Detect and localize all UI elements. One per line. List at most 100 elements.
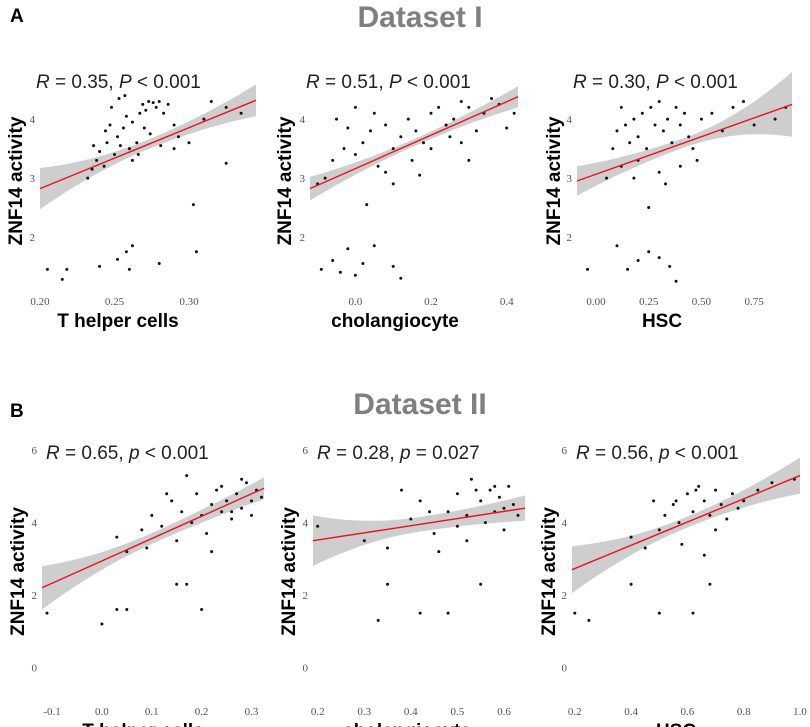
y-tick-label: 2 xyxy=(300,232,306,244)
data-point xyxy=(187,141,191,145)
stat-symbol: R xyxy=(46,443,60,464)
data-point xyxy=(108,123,112,127)
data-point xyxy=(162,111,166,115)
y-axis-label: ZNF14 activity xyxy=(6,116,27,245)
data-point xyxy=(691,510,695,514)
data-point xyxy=(384,170,388,174)
stat-symbol: R xyxy=(306,72,320,93)
data-point xyxy=(657,611,661,615)
data-point xyxy=(151,101,155,105)
data-point xyxy=(661,129,665,133)
data-point xyxy=(467,105,471,109)
correlation-annotation: R = 0.28, p = 0.027 xyxy=(317,443,480,464)
y-tick-label: 4 xyxy=(32,518,38,530)
data-point xyxy=(175,539,179,543)
x-tick-label: 0.0 xyxy=(95,706,109,718)
x-tick-label: 1.0 xyxy=(793,706,807,718)
correlation-annotation: R = 0.56, p < 0.001 xyxy=(576,443,739,464)
x-tick-label: 0.6 xyxy=(497,706,511,718)
data-point xyxy=(649,105,653,109)
y-tick-label: 4 xyxy=(300,114,306,126)
y-tick-label: 0 xyxy=(562,662,568,674)
data-point xyxy=(124,250,128,254)
data-point xyxy=(615,244,619,248)
x-tick-label: 0.4 xyxy=(500,296,514,308)
stat-value: = 0.65, xyxy=(60,443,129,464)
data-point xyxy=(699,117,703,121)
data-point xyxy=(60,277,64,281)
data-point xyxy=(239,111,243,115)
data-point xyxy=(102,164,106,168)
data-point xyxy=(497,495,501,499)
data-point xyxy=(220,510,224,514)
data-point xyxy=(653,123,657,127)
data-point xyxy=(677,521,681,525)
data-point xyxy=(465,539,469,543)
data-point xyxy=(680,542,684,546)
data-point xyxy=(756,488,760,492)
x-axis-label: T helper cells xyxy=(57,311,178,332)
data-point xyxy=(663,513,667,517)
data-point xyxy=(657,100,661,103)
data-point xyxy=(587,618,591,622)
data-point xyxy=(697,484,701,488)
data-point xyxy=(629,535,633,539)
regression-line xyxy=(576,103,793,182)
stat-value: = 0.56, xyxy=(590,443,659,464)
x-tick-label: 0.2 xyxy=(424,296,438,308)
confidence-band xyxy=(40,84,256,210)
x-tick-label: 0.75 xyxy=(744,296,764,308)
data-point xyxy=(694,488,698,492)
y-axis-label: ZNF14 activity xyxy=(279,507,300,636)
stat-value: = 0.51, xyxy=(320,72,389,93)
x-tick-label: 0.00 xyxy=(586,296,606,308)
data-point xyxy=(666,117,670,121)
data-point xyxy=(657,170,661,174)
data-point xyxy=(115,608,119,611)
data-point xyxy=(142,126,146,130)
data-point xyxy=(185,474,189,478)
data-point xyxy=(624,123,627,127)
regression-line xyxy=(39,99,257,190)
data-point xyxy=(145,546,149,550)
data-point xyxy=(657,256,661,260)
data-point xyxy=(136,153,140,156)
data-point xyxy=(98,150,102,153)
data-point xyxy=(409,517,413,521)
data-point xyxy=(154,105,158,109)
data-point xyxy=(230,517,234,521)
y-tick-label: 6 xyxy=(562,445,568,457)
data-point xyxy=(742,499,746,503)
data-point xyxy=(353,153,357,156)
data-point xyxy=(678,164,682,168)
data-point xyxy=(346,247,350,251)
data-point xyxy=(770,481,774,485)
y-tick-label: 4 xyxy=(567,114,573,126)
data-point xyxy=(235,492,239,496)
data-point xyxy=(714,488,718,492)
data-point xyxy=(157,100,161,103)
data-point xyxy=(123,94,127,98)
data-point xyxy=(668,264,672,268)
data-point xyxy=(130,244,134,248)
data-point xyxy=(127,147,131,151)
data-point xyxy=(160,524,164,528)
data-point xyxy=(730,492,734,496)
stat-value: < 0.001 xyxy=(132,72,201,93)
data-point xyxy=(586,267,589,271)
y-tick-label: 3 xyxy=(30,173,36,185)
data-point xyxy=(671,503,675,506)
stat-symbol: R xyxy=(576,443,590,464)
data-point xyxy=(116,135,119,139)
regression-line xyxy=(309,96,519,190)
data-point xyxy=(636,135,640,139)
x-tick-label: 0.4 xyxy=(404,706,418,718)
data-point xyxy=(170,499,174,503)
data-point xyxy=(177,135,180,139)
data-point xyxy=(719,503,723,506)
data-point xyxy=(205,532,209,535)
data-point xyxy=(702,499,706,503)
confidence-band xyxy=(572,457,800,594)
